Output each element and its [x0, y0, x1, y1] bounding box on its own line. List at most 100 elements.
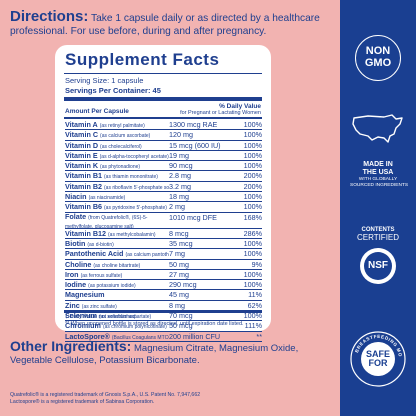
nutrient-daily-value: 9%: [251, 259, 262, 269]
table-row: Vitamin B6 (as pyridoxine 5'-phosphate) 2…: [65, 202, 262, 213]
nutrient-name-cell: Vitamin B1 (as thiamin mononitrate): [65, 171, 169, 182]
table-row: Pantothenic Acid (as calcium pantothenat…: [65, 249, 262, 260]
nutrient-amount: 50 mcg: [169, 321, 193, 331]
nutrient-name-cell: Vitamin K (as phytonadione): [65, 161, 169, 172]
table-row: Magnesium 45 mg 11%: [65, 290, 262, 301]
nutrient-source: (as calcium ascorbate): [100, 133, 151, 140]
nutrient-name: Magnesium: [65, 290, 105, 300]
table-row: Biotin (as d-biotin) 35 mcg 100%: [65, 238, 262, 250]
nutrient-amount: 15 mcg (600 IU): [169, 140, 221, 150]
nutrient-daily-value: 100%: [243, 150, 262, 160]
nutrient-name-cell: Selenium (as selenium aspartate): [65, 311, 169, 322]
nutrient-name-cell: Vitamin B2 (as riboflavin 5'-phosphate s…: [65, 182, 169, 193]
nutrient-name: Biotin: [65, 238, 86, 248]
usa-line1: MADE IN: [363, 161, 393, 168]
usa-map-icon: [352, 114, 403, 143]
nutrient-daily-value: 200%: [243, 171, 262, 181]
nutrient-name-cell: Vitamin B12 (as methylcobalamin): [65, 229, 169, 240]
nutrient-daily-value: 100%: [243, 120, 262, 129]
col-amount-header: Amount Per Capsule: [65, 108, 129, 115]
table-row: Iodine (as potassium iodide) 290 mcg 100%: [65, 280, 262, 291]
nutrient-daily-value: **: [256, 331, 262, 341]
table-row: Vitamin B1 (as thiamin mononitrate) 2.8 m…: [65, 171, 262, 182]
servings-per-container: Servings Per Container: 45: [65, 86, 161, 95]
breastfeeding-line1: SAFE: [365, 349, 390, 359]
footnote-storage: ** When unopened bottle is stored as dir…: [65, 321, 244, 327]
breastfeeding-line2: FOR: [368, 358, 388, 368]
nutrient-amount: 35 mcg: [169, 238, 193, 248]
nutrient-source: (as riboflavin 5'-phosphate sodium): [104, 184, 169, 191]
nutrient-daily-value: 62%: [247, 300, 262, 310]
footnotes: † Daily Value not established. ** When u…: [65, 314, 244, 328]
nutrient-amount: 70 mcg: [169, 311, 193, 321]
nutrient-name: Iodine: [65, 280, 87, 290]
badge-column: NON GMO MADE IN THE USA WITH GLOBALLY SO…: [340, 0, 416, 416]
usa-sub1: WITH GLOBALLY: [358, 177, 398, 182]
table-row: Niacin (as niacinamide) 18 mg 100%: [65, 192, 262, 203]
directions-text: Take 1 capsule daily or as directed by a…: [10, 13, 320, 37]
nutrient-table: Vitamin A (as retinyl palmitate) 1300 mcg…: [65, 120, 262, 342]
directions: Directions: Take 1 capsule daily or as d…: [10, 9, 332, 38]
nutrient-amount: 18 mg: [169, 192, 189, 202]
nutrient-name: Selenium: [65, 311, 97, 321]
header-divider: [64, 117, 262, 119]
usa-sub2: SOURCED INGREDIENTS: [350, 183, 409, 188]
nutrient-source: (as pyridoxine 5'-phosphate): [104, 205, 167, 212]
non-gmo-badge: NON GMO: [355, 35, 401, 81]
table-row: Vitamin K (as phytonadione) 90 mcg 100%: [65, 161, 262, 172]
nutrient-name: Folate: [65, 212, 87, 221]
divider: [64, 73, 262, 74]
nutrient-amount: 120 mg: [169, 130, 193, 140]
table-row: Selenium (as selenium aspartate) 70 mcg 10…: [65, 311, 262, 322]
nutrient-source: (as ferrous sulfate): [80, 272, 123, 279]
nutrient-name-cell: Iodine (as potassium iodide): [65, 280, 169, 291]
thick-divider: [64, 97, 262, 101]
serving-size: Serving Size: 1 capsule: [65, 76, 144, 85]
nutrient-source: (as calcium pantothenate): [125, 252, 169, 259]
nutrient-name: Niacin: [65, 192, 87, 202]
table-row: Vitamin E (as d-alpha-tocopheryl acetate…: [65, 150, 262, 162]
label-main: Directions: Take 1 capsule daily or as d…: [10, 9, 332, 405]
nutrient-name: Vitamin D: [65, 140, 99, 150]
nutrient-name: Vitamin B2: [65, 181, 103, 191]
nutrient-daily-value: 100%: [243, 311, 262, 321]
nutrient-source: (as thiamin mononitrate): [104, 174, 158, 181]
footnote-dv: † Daily Value not established.: [65, 314, 138, 320]
bottom-divider: [64, 310, 262, 313]
nutrient-name: Vitamin B12: [65, 228, 107, 238]
nutrient-name-cell: Folate (from Quatrefolic®, (6S)-5-methyl…: [65, 213, 169, 231]
nutrient-name-cell: Vitamin B6 (as pyridoxine 5'-phosphate): [65, 202, 169, 213]
nutrient-source: (as choline bitartrate): [93, 262, 141, 269]
nutrient-name: Zinc: [65, 300, 80, 310]
nutrient-name-cell: Vitamin D (as cholecalciferol): [65, 141, 169, 152]
nutrient-source: (as d-alpha-tocopheryl acetate): [99, 153, 169, 160]
nutrient-daily-value: 100%: [243, 161, 262, 171]
breastfeeding-ring-icon: BREASTFEEDING MOMS: [349, 330, 406, 387]
nutrient-source: (as phytonadione): [100, 164, 141, 171]
nutrient-amount: 8 mg: [169, 300, 185, 310]
nutrient-amount: 45 mg: [169, 290, 189, 300]
breastfeeding-badge: BREASTFEEDING MOMS SAFE FOR: [349, 330, 407, 388]
table-row: Choline (as choline bitartrate) 50 mg 9%: [65, 260, 262, 270]
table-row: Vitamin C (as calcium ascorbate) 120 mg 10…: [65, 130, 262, 141]
nutrient-name-cell: Biotin (as d-biotin): [65, 239, 169, 250]
nutrient-daily-value: 11%: [248, 290, 262, 300]
other-ingredients-heading: Other Ingredients:: [10, 338, 132, 354]
nutrient-amount: 19 mg: [169, 150, 189, 160]
nsf-badge: CONTENTS CERTIFIED NSF: [348, 226, 408, 284]
nutrient-name-cell: Magnesium: [65, 290, 169, 299]
nutrient-name: Pantothenic Acid: [65, 249, 124, 259]
nutrient-amount: 1010 mcg DFE: [169, 212, 217, 222]
nutrient-daily-value: 100%: [243, 192, 262, 202]
nutrient-name: Vitamin A: [65, 120, 98, 129]
nutrient-name: Vitamin E: [65, 150, 98, 160]
nutrient-source: (as potassium iodide): [88, 283, 136, 290]
nutrient-daily-value: 168%: [243, 212, 262, 222]
nutrient-source: (as zinc sulfate): [81, 303, 117, 310]
table-row: Vitamin D (as cholecalciferol) 15 mcg (60…: [65, 141, 262, 151]
table-row: Iron (as ferrous sulfate) 27 mg 100%: [65, 269, 262, 281]
nutrient-source: (as retinyl palmitate): [99, 123, 145, 129]
made-in-usa-badge: MADE IN THE USA WITH GLOBALLY SOURCED IN…: [350, 112, 409, 189]
nutrient-name: Iron: [65, 269, 79, 279]
supplement-facts-title: Supplement Facts: [65, 50, 220, 69]
